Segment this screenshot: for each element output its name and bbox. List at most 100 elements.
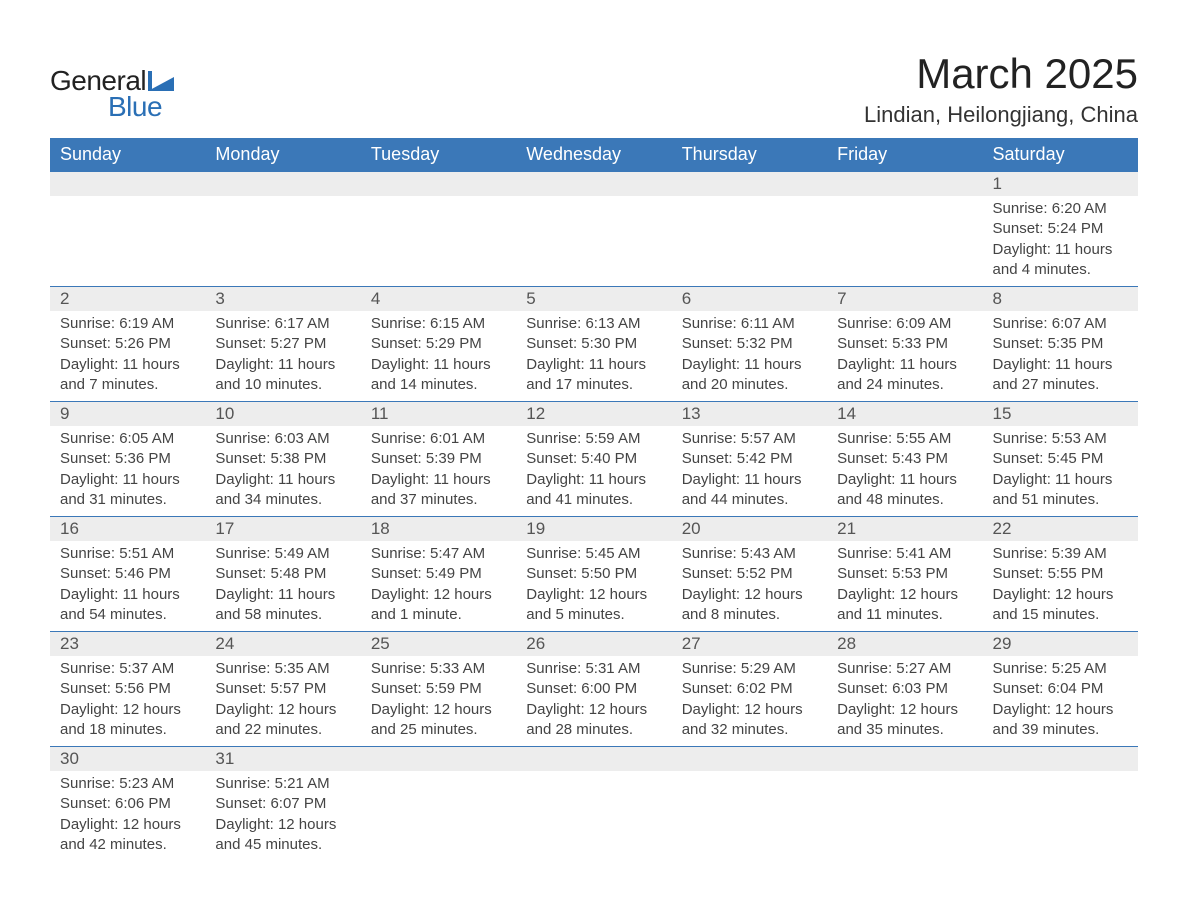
sunrise-line: Sunrise: 5:59 AM <box>526 429 661 449</box>
day-body: Sunrise: 5:29 AMSunset: 6:02 PMDaylight:… <box>672 656 827 746</box>
day-number: 12 <box>516 402 671 426</box>
day-number-cell <box>672 747 827 772</box>
day-number-cell: 10 <box>205 402 360 427</box>
day-cell: Sunrise: 5:25 AMSunset: 6:04 PMDaylight:… <box>983 656 1138 747</box>
location: Lindian, Heilongjiang, China <box>864 102 1138 128</box>
day-cell: Sunrise: 5:39 AMSunset: 5:55 PMDaylight:… <box>983 541 1138 632</box>
day-body: Sunrise: 5:43 AMSunset: 5:52 PMDaylight:… <box>672 541 827 631</box>
day-cell: Sunrise: 5:31 AMSunset: 6:00 PMDaylight:… <box>516 656 671 747</box>
day-number-cell: 13 <box>672 402 827 427</box>
day-cell: Sunrise: 6:05 AMSunset: 5:36 PMDaylight:… <box>50 426 205 517</box>
day-cell: Sunrise: 5:33 AMSunset: 5:59 PMDaylight:… <box>361 656 516 747</box>
sunset-line: Sunset: 5:52 PM <box>682 564 817 584</box>
sunrise-line: Sunrise: 5:39 AM <box>993 544 1128 564</box>
day-cell: Sunrise: 6:17 AMSunset: 5:27 PMDaylight:… <box>205 311 360 402</box>
daylight-line: Daylight: 11 hours and 10 minutes. <box>215 355 350 396</box>
day-cell: Sunrise: 5:49 AMSunset: 5:48 PMDaylight:… <box>205 541 360 632</box>
sunrise-line: Sunrise: 6:05 AM <box>60 429 195 449</box>
day-number-cell <box>516 747 671 772</box>
day-cell: Sunrise: 5:59 AMSunset: 5:40 PMDaylight:… <box>516 426 671 517</box>
day-cell <box>827 771 982 861</box>
daylight-line: Daylight: 12 hours and 11 minutes. <box>837 585 972 626</box>
day-number-cell <box>205 172 360 197</box>
day-body: Sunrise: 6:15 AMSunset: 5:29 PMDaylight:… <box>361 311 516 401</box>
day-body: Sunrise: 6:03 AMSunset: 5:38 PMDaylight:… <box>205 426 360 516</box>
day-cell: Sunrise: 6:07 AMSunset: 5:35 PMDaylight:… <box>983 311 1138 402</box>
sunset-line: Sunset: 5:40 PM <box>526 449 661 469</box>
logo-text-blue: Blue <box>108 91 162 123</box>
day-cell: Sunrise: 6:19 AMSunset: 5:26 PMDaylight:… <box>50 311 205 402</box>
day-body: Sunrise: 6:01 AMSunset: 5:39 PMDaylight:… <box>361 426 516 516</box>
sunset-line: Sunset: 5:49 PM <box>371 564 506 584</box>
daylight-line: Daylight: 11 hours and 24 minutes. <box>837 355 972 396</box>
day-number: 16 <box>50 517 205 541</box>
day-number: 4 <box>361 287 516 311</box>
header: General Blue March 2025 Lindian, Heilong… <box>50 50 1138 128</box>
day-number-cell: 9 <box>50 402 205 427</box>
sunrise-line: Sunrise: 5:23 AM <box>60 774 195 794</box>
sunset-line: Sunset: 6:07 PM <box>215 794 350 814</box>
day-number-cell <box>516 172 671 197</box>
daylight-line: Daylight: 12 hours and 1 minute. <box>371 585 506 626</box>
day-number-cell: 14 <box>827 402 982 427</box>
daylight-line: Daylight: 12 hours and 35 minutes. <box>837 700 972 741</box>
sunrise-line: Sunrise: 5:29 AM <box>682 659 817 679</box>
day-number: 20 <box>672 517 827 541</box>
day-number-cell: 16 <box>50 517 205 542</box>
sunset-line: Sunset: 6:02 PM <box>682 679 817 699</box>
day-number: 30 <box>50 747 205 771</box>
day-number-cell: 6 <box>672 287 827 312</box>
sunrise-line: Sunrise: 5:43 AM <box>682 544 817 564</box>
day-cell: Sunrise: 5:47 AMSunset: 5:49 PMDaylight:… <box>361 541 516 632</box>
weekday-header: Wednesday <box>516 138 671 172</box>
day-number-cell: 30 <box>50 747 205 772</box>
day-cell: Sunrise: 5:41 AMSunset: 5:53 PMDaylight:… <box>827 541 982 632</box>
daylight-line: Daylight: 12 hours and 25 minutes. <box>371 700 506 741</box>
day-body: Sunrise: 5:57 AMSunset: 5:42 PMDaylight:… <box>672 426 827 516</box>
sunset-line: Sunset: 5:48 PM <box>215 564 350 584</box>
sunrise-line: Sunrise: 5:27 AM <box>837 659 972 679</box>
day-number-cell: 24 <box>205 632 360 657</box>
sunrise-line: Sunrise: 6:01 AM <box>371 429 506 449</box>
sunrise-line: Sunrise: 6:11 AM <box>682 314 817 334</box>
day-body: Sunrise: 5:47 AMSunset: 5:49 PMDaylight:… <box>361 541 516 631</box>
sunset-line: Sunset: 5:39 PM <box>371 449 506 469</box>
sunrise-line: Sunrise: 5:33 AM <box>371 659 506 679</box>
day-cell <box>516 771 671 861</box>
day-cell <box>827 196 982 287</box>
day-cell: Sunrise: 6:09 AMSunset: 5:33 PMDaylight:… <box>827 311 982 402</box>
day-number-cell: 12 <box>516 402 671 427</box>
day-number-cell <box>827 172 982 197</box>
day-cell <box>672 196 827 287</box>
day-number <box>361 747 516 771</box>
sunrise-line: Sunrise: 6:19 AM <box>60 314 195 334</box>
day-number-cell: 28 <box>827 632 982 657</box>
day-number: 17 <box>205 517 360 541</box>
day-number: 26 <box>516 632 671 656</box>
daylight-line: Daylight: 12 hours and 15 minutes. <box>993 585 1128 626</box>
sunrise-line: Sunrise: 5:41 AM <box>837 544 972 564</box>
day-cell <box>361 771 516 861</box>
sunrise-line: Sunrise: 5:53 AM <box>993 429 1128 449</box>
day-body <box>983 771 1138 849</box>
day-number: 14 <box>827 402 982 426</box>
day-number-cell: 15 <box>983 402 1138 427</box>
daylight-line: Daylight: 12 hours and 5 minutes. <box>526 585 661 626</box>
day-number: 31 <box>205 747 360 771</box>
sunrise-line: Sunrise: 6:13 AM <box>526 314 661 334</box>
day-body <box>205 196 360 274</box>
sunrise-line: Sunrise: 5:37 AM <box>60 659 195 679</box>
day-number <box>672 172 827 196</box>
month-title: March 2025 <box>864 50 1138 98</box>
day-cell <box>361 196 516 287</box>
weekday-header: Saturday <box>983 138 1138 172</box>
daylight-line: Daylight: 11 hours and 4 minutes. <box>993 240 1128 281</box>
sunset-line: Sunset: 5:45 PM <box>993 449 1128 469</box>
day-body: Sunrise: 6:13 AMSunset: 5:30 PMDaylight:… <box>516 311 671 401</box>
calendar-body: 1Sunrise: 6:20 AMSunset: 5:24 PMDaylight… <box>50 172 1138 862</box>
day-number: 1 <box>983 172 1138 196</box>
day-body <box>361 196 516 274</box>
sunrise-line: Sunrise: 5:45 AM <box>526 544 661 564</box>
day-number: 2 <box>50 287 205 311</box>
day-body <box>361 771 516 849</box>
